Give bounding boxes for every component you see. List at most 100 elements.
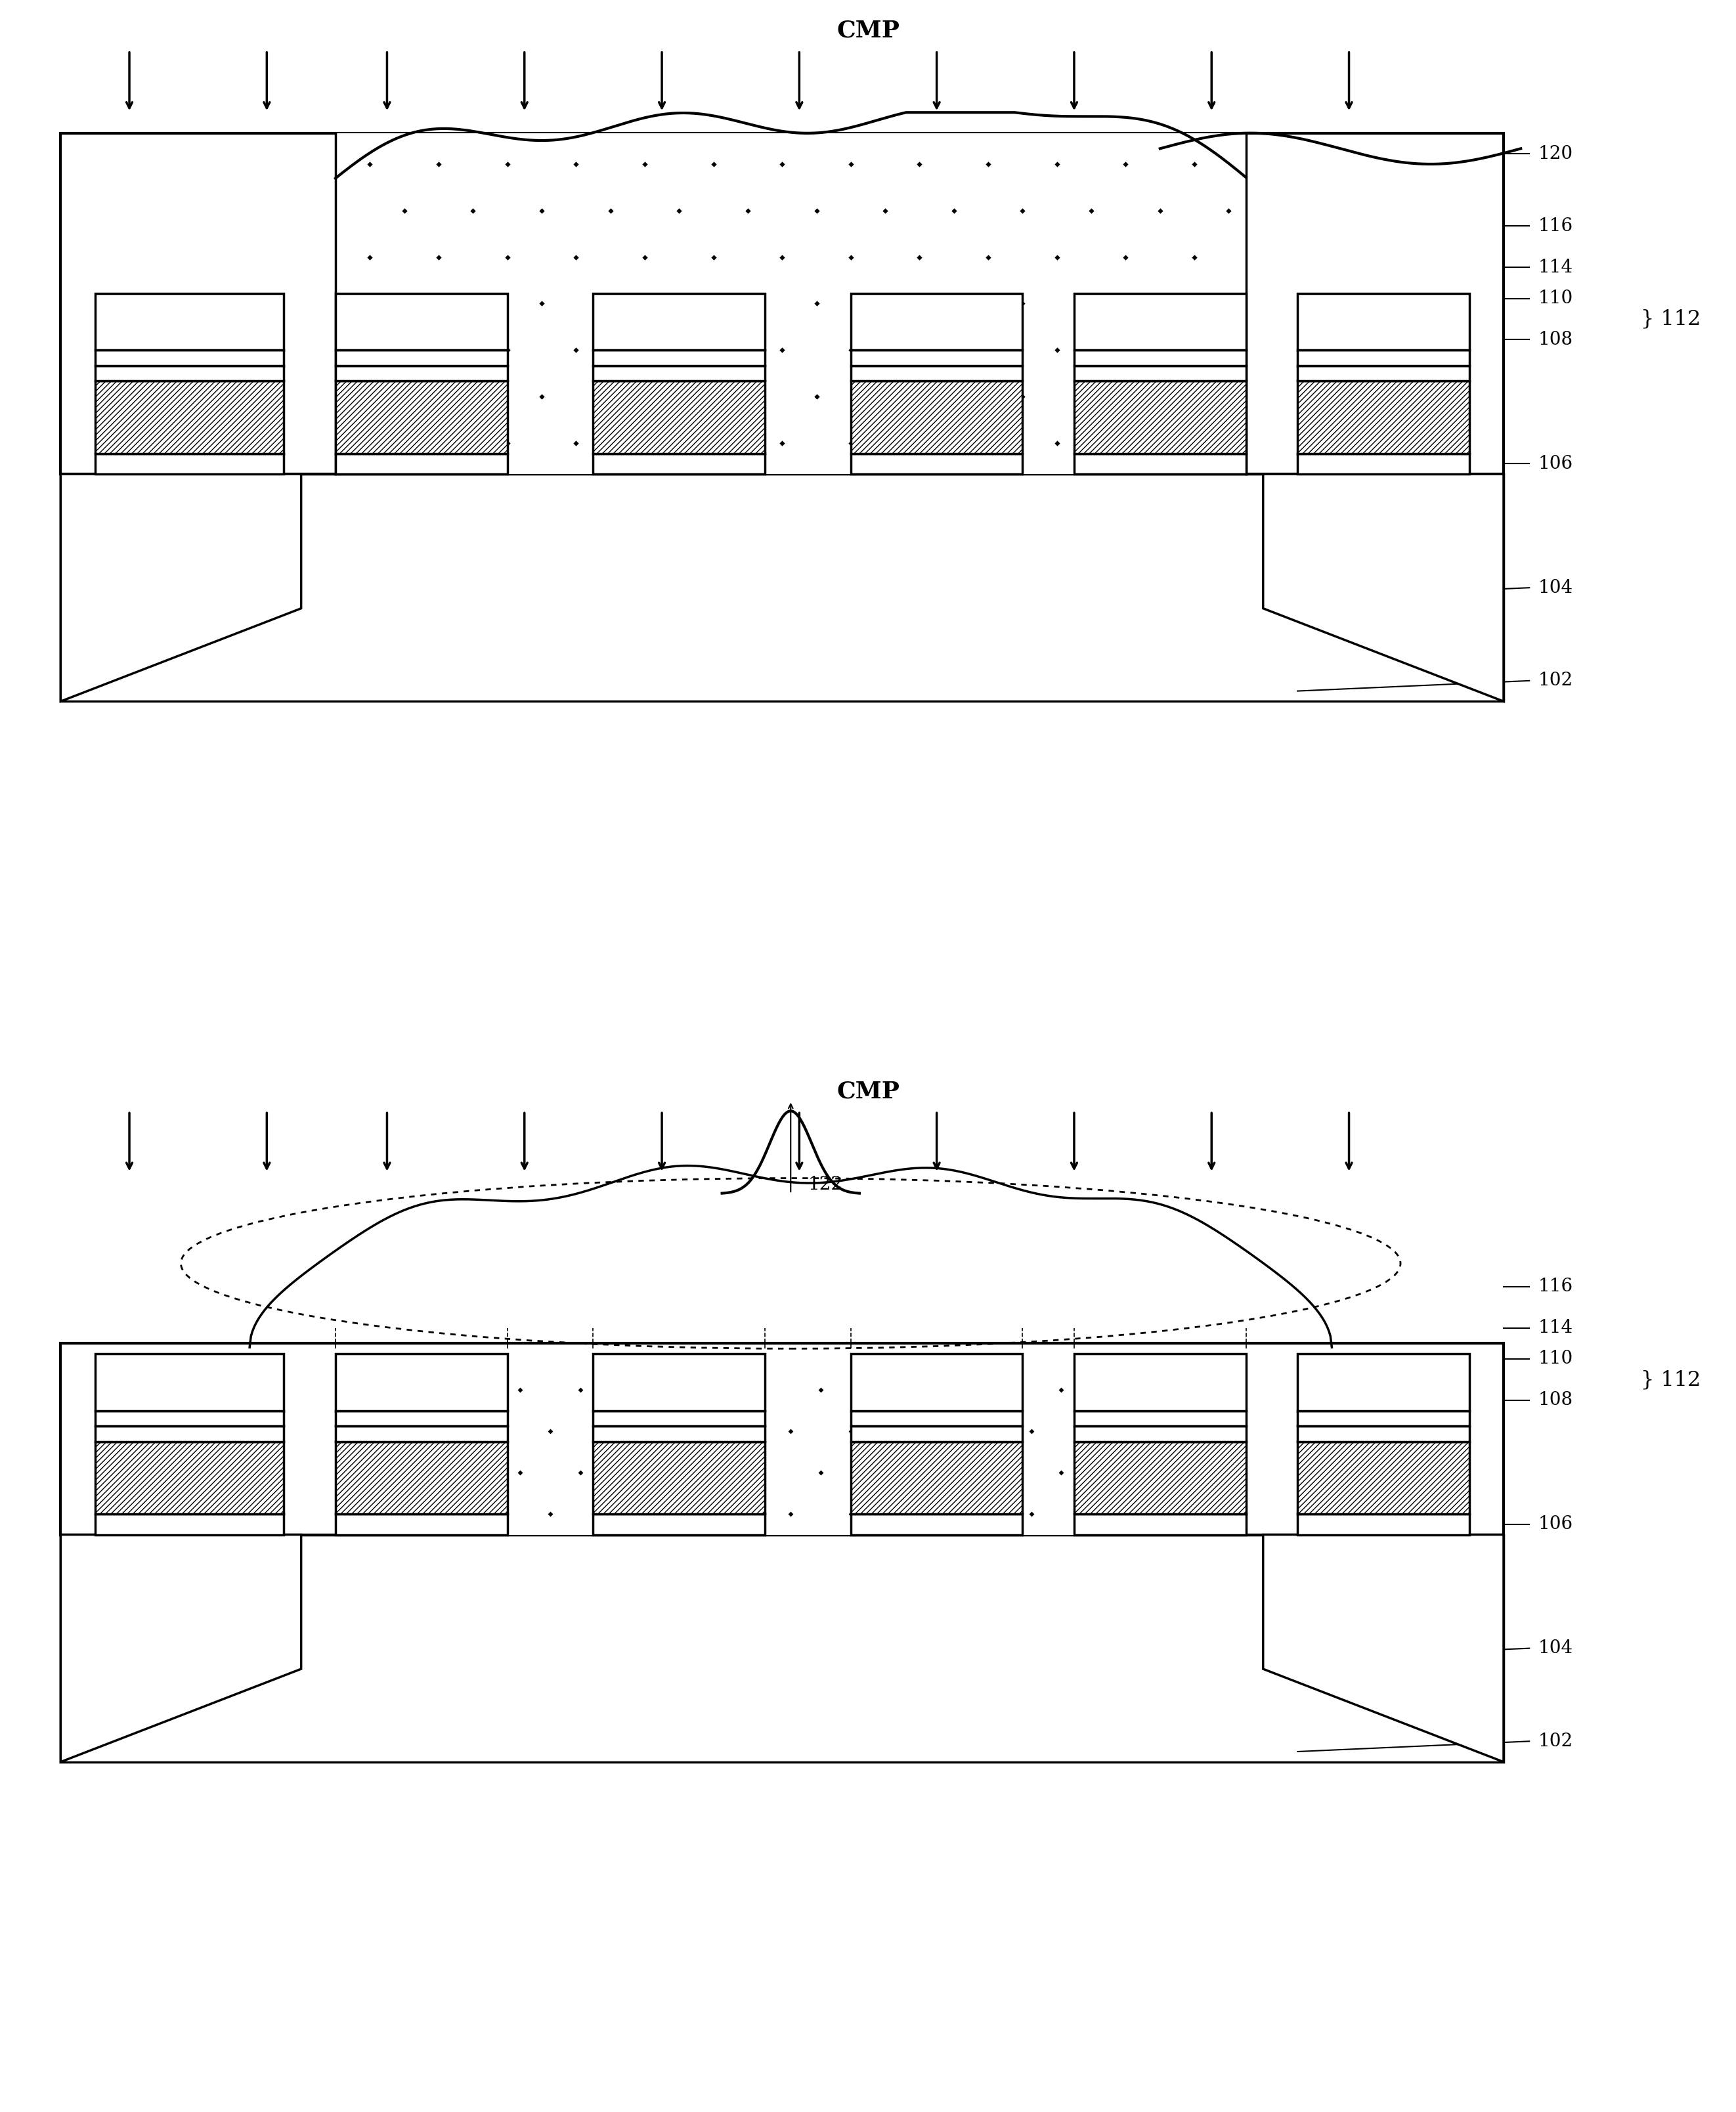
- Point: [1137, 1497, 1165, 1531]
- Point: [1111, 241, 1139, 275]
- Text: 110: 110: [1538, 289, 1573, 306]
- Point: [776, 1415, 804, 1449]
- Bar: [335, 1442, 507, 1514]
- Bar: [335, 1411, 507, 1426]
- Point: [837, 1415, 865, 1449]
- Point: [562, 241, 590, 275]
- Text: 116: 116: [1538, 1278, 1573, 1295]
- Bar: [1075, 380, 1246, 454]
- Point: [425, 334, 453, 367]
- Point: [837, 427, 865, 460]
- Point: [700, 334, 727, 367]
- Bar: [594, 294, 766, 351]
- Text: 104: 104: [1538, 1639, 1573, 1658]
- Bar: [1297, 351, 1469, 365]
- Point: [1108, 1373, 1135, 1407]
- Point: [866, 1373, 894, 1407]
- Point: [391, 380, 418, 414]
- Point: [957, 1497, 984, 1531]
- Text: 122: 122: [807, 1176, 842, 1193]
- Polygon shape: [1264, 1535, 1503, 1761]
- Point: [837, 148, 865, 182]
- Point: [1017, 1497, 1045, 1531]
- Point: [769, 148, 797, 182]
- Point: [837, 334, 865, 367]
- Bar: [95, 1514, 285, 1535]
- Bar: [1297, 365, 1469, 380]
- Bar: [95, 454, 285, 473]
- Bar: [594, 365, 766, 380]
- Point: [1180, 334, 1208, 367]
- Point: [417, 1497, 444, 1531]
- Point: [988, 1373, 1016, 1407]
- Point: [807, 1455, 835, 1489]
- Point: [1180, 427, 1208, 460]
- Point: [627, 1455, 654, 1489]
- Bar: [95, 365, 285, 380]
- Point: [627, 1373, 654, 1407]
- Point: [974, 148, 1002, 182]
- Point: [385, 1455, 413, 1489]
- Bar: [594, 1442, 766, 1514]
- Point: [866, 1455, 894, 1489]
- Point: [871, 380, 899, 414]
- Point: [1180, 148, 1208, 182]
- Point: [1043, 148, 1071, 182]
- Polygon shape: [61, 473, 300, 701]
- Point: [1047, 1455, 1075, 1489]
- Bar: [335, 133, 1246, 473]
- Point: [802, 287, 830, 321]
- Bar: [851, 454, 1023, 473]
- Bar: [1075, 365, 1246, 380]
- Bar: [61, 1535, 1503, 1761]
- Point: [356, 1497, 384, 1531]
- Text: 102: 102: [1538, 672, 1573, 689]
- Bar: [1075, 294, 1246, 351]
- Point: [1198, 1415, 1226, 1449]
- Point: [700, 148, 727, 182]
- Point: [1078, 1415, 1106, 1449]
- Point: [566, 1373, 594, 1407]
- Point: [630, 148, 658, 182]
- Bar: [851, 1514, 1023, 1535]
- Polygon shape: [61, 1535, 300, 1761]
- Bar: [1075, 1411, 1246, 1426]
- Point: [700, 241, 727, 275]
- Bar: [61, 473, 1503, 701]
- Point: [837, 241, 865, 275]
- Point: [700, 427, 727, 460]
- Text: 108: 108: [1538, 1392, 1573, 1409]
- Point: [562, 427, 590, 460]
- Point: [717, 1415, 745, 1449]
- Text: 114: 114: [1538, 1320, 1573, 1337]
- Point: [802, 194, 830, 228]
- Point: [458, 287, 486, 321]
- Bar: [335, 1354, 507, 1411]
- Point: [974, 241, 1002, 275]
- Point: [1146, 194, 1174, 228]
- Text: } 112: } 112: [1641, 308, 1701, 329]
- Point: [597, 380, 625, 414]
- Point: [988, 1455, 1016, 1489]
- Bar: [95, 380, 285, 454]
- Point: [507, 1455, 535, 1489]
- Point: [458, 194, 486, 228]
- Point: [1111, 427, 1139, 460]
- Point: [974, 334, 1002, 367]
- Point: [906, 241, 934, 275]
- Bar: [1297, 1354, 1469, 1411]
- Text: 120: 120: [1538, 146, 1573, 163]
- Polygon shape: [1264, 473, 1503, 701]
- Point: [425, 148, 453, 182]
- Text: CMP: CMP: [837, 1079, 899, 1102]
- Text: 106: 106: [1538, 1516, 1573, 1533]
- Point: [746, 1373, 774, 1407]
- Point: [1198, 1497, 1226, 1531]
- Point: [939, 194, 967, 228]
- Bar: [594, 1411, 766, 1426]
- Point: [356, 241, 384, 275]
- Point: [1215, 380, 1243, 414]
- Point: [385, 1373, 413, 1407]
- Point: [1009, 194, 1036, 228]
- Point: [493, 334, 521, 367]
